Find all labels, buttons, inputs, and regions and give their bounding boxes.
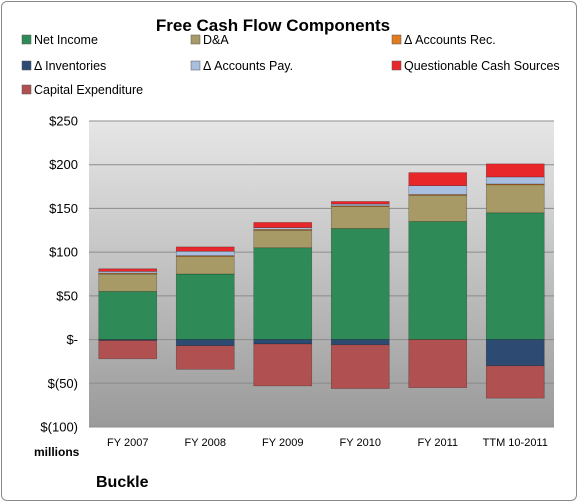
bar-capital-expenditure: [485, 365, 545, 399]
bar-net-income: [485, 212, 545, 340]
y-tick-label: $-: [66, 332, 78, 347]
bar-net-income: [330, 228, 390, 340]
legend-label-questionable-cash-sources: Questionable Cash Sources: [404, 59, 560, 73]
legend-swatch-net-income: [21, 34, 32, 45]
y-tick-label: $100: [49, 245, 78, 260]
legend-swatch-accounts-pay: [190, 60, 201, 71]
bar-questionable-cash-sources: [175, 246, 235, 252]
bar-inventories: [175, 339, 235, 346]
units-label: millions: [34, 445, 80, 459]
bar-questionable-cash-sources: [98, 268, 158, 272]
bar-capital-expenditure: [408, 339, 468, 388]
bar-questionable-cash-sources: [330, 201, 390, 205]
bar-d-a: [485, 184, 545, 214]
bar-d-a: [408, 195, 468, 222]
bar-accounts-pay: [408, 185, 468, 195]
bar-capital-expenditure: [253, 343, 313, 387]
bar-stacks: [98, 163, 545, 399]
legend-swatch-accounts-rec: [391, 34, 402, 45]
y-tick-label: $(50): [48, 376, 78, 391]
chart-title: Free Cash Flow Components: [156, 16, 390, 35]
bar-inventories: [253, 339, 313, 345]
legend-label-inventories: Δ Inventories: [34, 59, 106, 73]
bar-inventories: [485, 339, 545, 367]
bar-questionable-cash-sources: [408, 172, 468, 186]
company-name: Buckle: [96, 474, 149, 491]
bar-d-a: [98, 273, 158, 292]
bar-net-income: [408, 221, 468, 340]
legend-swatch-questionable-cash-sources: [391, 60, 402, 71]
gridlines: [89, 120, 554, 428]
y-tick-label: $(100): [40, 420, 78, 435]
y-tick-label: $50: [56, 288, 78, 303]
plot-area: [89, 121, 554, 427]
bar-net-income: [175, 273, 235, 340]
legend-swatch-inventories: [21, 60, 32, 71]
bar-inventories: [330, 339, 390, 346]
bar-capital-expenditure: [98, 340, 158, 360]
bar-net-income: [253, 247, 313, 340]
y-axis: $(100) $(50) $- $50 $100 $150 $200 $250: [40, 114, 78, 435]
legend-swatch-d-a: [190, 34, 201, 45]
legend-label-d-a: D&A: [203, 33, 229, 47]
legend: Net Income D&A Δ Accounts Rec. Δ Inventorie…: [21, 33, 560, 97]
bar-d-a: [330, 206, 390, 229]
x-tick-label: TTM 10-2011: [483, 437, 548, 449]
bar-questionable-cash-sources: [485, 163, 545, 178]
y-tick-label: $200: [49, 157, 78, 172]
x-tick-label: FY 2008: [185, 437, 226, 449]
y-tick-label: $250: [49, 114, 78, 129]
x-tick-label: FY 2007: [107, 437, 148, 449]
legend-label-accounts-pay: Δ Accounts Pay.: [203, 59, 293, 73]
bar-questionable-cash-sources: [253, 222, 313, 228]
legend-label-accounts-rec: Δ Accounts Rec.: [404, 33, 496, 47]
legend-swatch-capital-expenditure: [21, 84, 32, 95]
bar-capital-expenditure: [175, 345, 235, 370]
bar-d-a: [253, 229, 313, 249]
x-tick-label: FY 2010: [340, 437, 381, 449]
bar-accounts-pay: [485, 176, 545, 185]
bar-capital-expenditure: [330, 344, 390, 389]
bar-net-income: [98, 291, 158, 340]
x-tick-label: FY 2009: [262, 437, 303, 449]
legend-label-capital-expenditure: Capital Expenditure: [34, 83, 143, 97]
x-axis: FY 2007 FY 2008 FY 2009 FY 2010 FY 2011 TTM 1…: [107, 437, 548, 449]
x-tick-label: FY 2011: [417, 437, 458, 449]
bar-d-a: [175, 256, 235, 275]
y-tick-label: $150: [49, 201, 78, 216]
legend-label-net-income: Net Income: [34, 33, 98, 47]
bar-accounts-pay: [175, 250, 235, 256]
